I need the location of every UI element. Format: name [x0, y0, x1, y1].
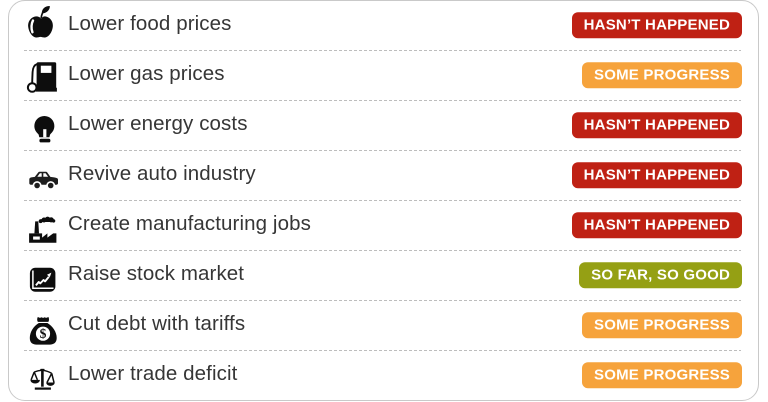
- svg-text:$: $: [40, 326, 47, 341]
